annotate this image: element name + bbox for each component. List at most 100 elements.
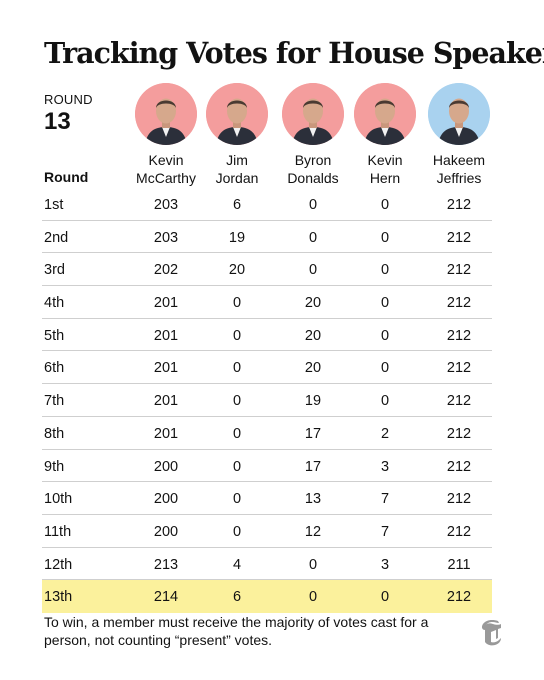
vote-count-cell: 6 (232, 589, 242, 606)
candidate-name: Jim Jordan (192, 151, 282, 187)
candidate-avatar (428, 83, 490, 145)
vote-count-cell: 212 (446, 458, 472, 475)
candidate-first-name: Hakeem (432, 152, 486, 168)
vote-count-cell: 0 (380, 589, 390, 606)
vote-count-cell: 0 (380, 327, 390, 344)
person-portrait-icon (354, 83, 416, 145)
candidate-last-name: Jordan (215, 170, 259, 186)
vote-count-cell: 13 (304, 491, 322, 508)
footnote: To win, a member must receive the majori… (44, 614, 429, 648)
nyt-t-logo-icon (481, 620, 501, 646)
vote-count-cell: 212 (446, 197, 472, 213)
vote-count-cell: 212 (446, 295, 472, 312)
vote-count-cell: 200 (153, 458, 179, 475)
table-row: 9th 200 0 17 3 212 (42, 450, 492, 483)
vote-count-cell: 200 (153, 491, 179, 508)
vote-count-cell: 0 (308, 262, 318, 279)
table-row: 11th 200 0 12 7 212 (42, 515, 492, 548)
vote-count-cell: 0 (232, 327, 242, 344)
vote-count-cell: 0 (232, 425, 242, 442)
candidate-name: Byron Donalds (268, 151, 358, 187)
vote-count-cell: 211 (447, 556, 471, 573)
round-label-cell: 3rd (44, 262, 65, 279)
vote-count-cell: 212 (446, 491, 472, 508)
vote-count-cell: 201 (153, 295, 179, 312)
candidate-first-name: Kevin (148, 152, 184, 168)
candidate-avatar (282, 83, 344, 145)
vote-count-cell: 0 (232, 360, 242, 377)
vote-count-cell: 214 (153, 589, 179, 606)
vote-count-cell: 0 (232, 458, 242, 475)
vote-count-cell: 2 (380, 425, 390, 442)
candidate-first-name: Kevin (367, 152, 403, 168)
vote-count-cell: 20 (304, 295, 322, 312)
table-row: 6th 201 0 20 0 212 (42, 351, 492, 385)
candidate-last-name: McCarthy (136, 170, 196, 186)
round-label-cell: 6th (44, 360, 65, 377)
vote-count-cell: 212 (446, 589, 472, 606)
vote-count-cell: 0 (232, 523, 242, 540)
candidate-first-name: Byron (294, 152, 332, 168)
vote-count-cell: 0 (308, 589, 318, 606)
table-row-highlighted: 13th 214 6 0 0 212 (42, 580, 492, 613)
table-row: 1st 203 6 0 0 212 (42, 188, 492, 221)
vote-count-cell: 201 (153, 327, 179, 344)
vote-count-cell: 0 (308, 229, 318, 246)
vote-count-cell: 212 (446, 262, 472, 279)
round-label-cell: 1st (44, 197, 64, 213)
votes-table: 1st 203 6 0 0 212 2nd 203 19 0 0 212 3rd 202 20 0 0 212 4t… (42, 188, 492, 613)
vote-count-cell: 0 (232, 393, 242, 410)
round-label-cell: 7th (44, 393, 65, 410)
table-row: 7th 201 0 19 0 212 (42, 384, 492, 417)
vote-count-cell: 212 (446, 393, 472, 410)
table-row: 8th 201 0 17 2 212 (42, 417, 492, 450)
person-portrait-icon (206, 83, 268, 145)
vote-count-cell: 0 (380, 295, 390, 312)
vote-count-cell: 12 (304, 523, 322, 540)
round-label-cell: 13th (44, 589, 73, 606)
vote-count-cell: 202 (153, 262, 179, 279)
vote-count-cell: 200 (153, 523, 179, 540)
vote-count-cell: 212 (446, 425, 472, 442)
vote-count-cell: 201 (153, 360, 179, 377)
vote-count-cell: 17 (304, 458, 322, 475)
vote-count-cell: 0 (232, 295, 242, 312)
vote-count-cell: 0 (380, 393, 390, 410)
round-label-cell: 12th (44, 556, 73, 573)
candidate-name: Kevin McCarthy (121, 151, 211, 187)
vote-count-cell: 212 (446, 229, 472, 246)
round-label-cell: 8th (44, 425, 65, 442)
vote-count-cell: 212 (446, 523, 472, 540)
candidate-first-name: Jim (226, 152, 248, 168)
vote-count-cell: 20 (304, 360, 322, 377)
person-portrait-icon (282, 83, 344, 145)
vote-count-cell: 7 (380, 523, 390, 540)
candidate-name: Kevin Hern (340, 151, 430, 187)
vote-count-cell: 0 (380, 197, 390, 213)
vote-count-cell: 201 (153, 425, 179, 442)
vote-count-cell: 20 (304, 327, 322, 344)
vote-count-cell: 203 (153, 197, 179, 213)
vote-count-cell: 0 (380, 229, 390, 246)
person-portrait-icon (135, 83, 197, 145)
vote-count-cell: 19 (228, 229, 246, 246)
round-label-cell: 10th (44, 491, 73, 508)
vote-count-cell: 3 (380, 556, 390, 573)
vote-count-cell: 3 (380, 458, 390, 475)
round-label-cell: 2nd (44, 229, 69, 246)
round-label-cell: 9th (44, 458, 65, 475)
vote-count-cell: 0 (380, 360, 390, 377)
vote-count-cell: 7 (380, 491, 390, 508)
candidate-avatar (206, 83, 268, 145)
round-column-header: Round (44, 169, 89, 185)
vote-count-cell: 19 (304, 393, 322, 410)
round-number: 13 (44, 108, 71, 135)
vote-count-cell: 0 (380, 262, 390, 279)
vote-count-cell: 201 (153, 393, 179, 410)
round-label-cell: 11th (44, 523, 72, 540)
vote-count-cell: 6 (232, 197, 242, 213)
vote-count-cell: 4 (232, 556, 242, 573)
vote-count-cell: 0 (308, 556, 318, 573)
candidate-last-name: Jeffries (436, 170, 482, 186)
candidate-avatar (135, 83, 197, 145)
